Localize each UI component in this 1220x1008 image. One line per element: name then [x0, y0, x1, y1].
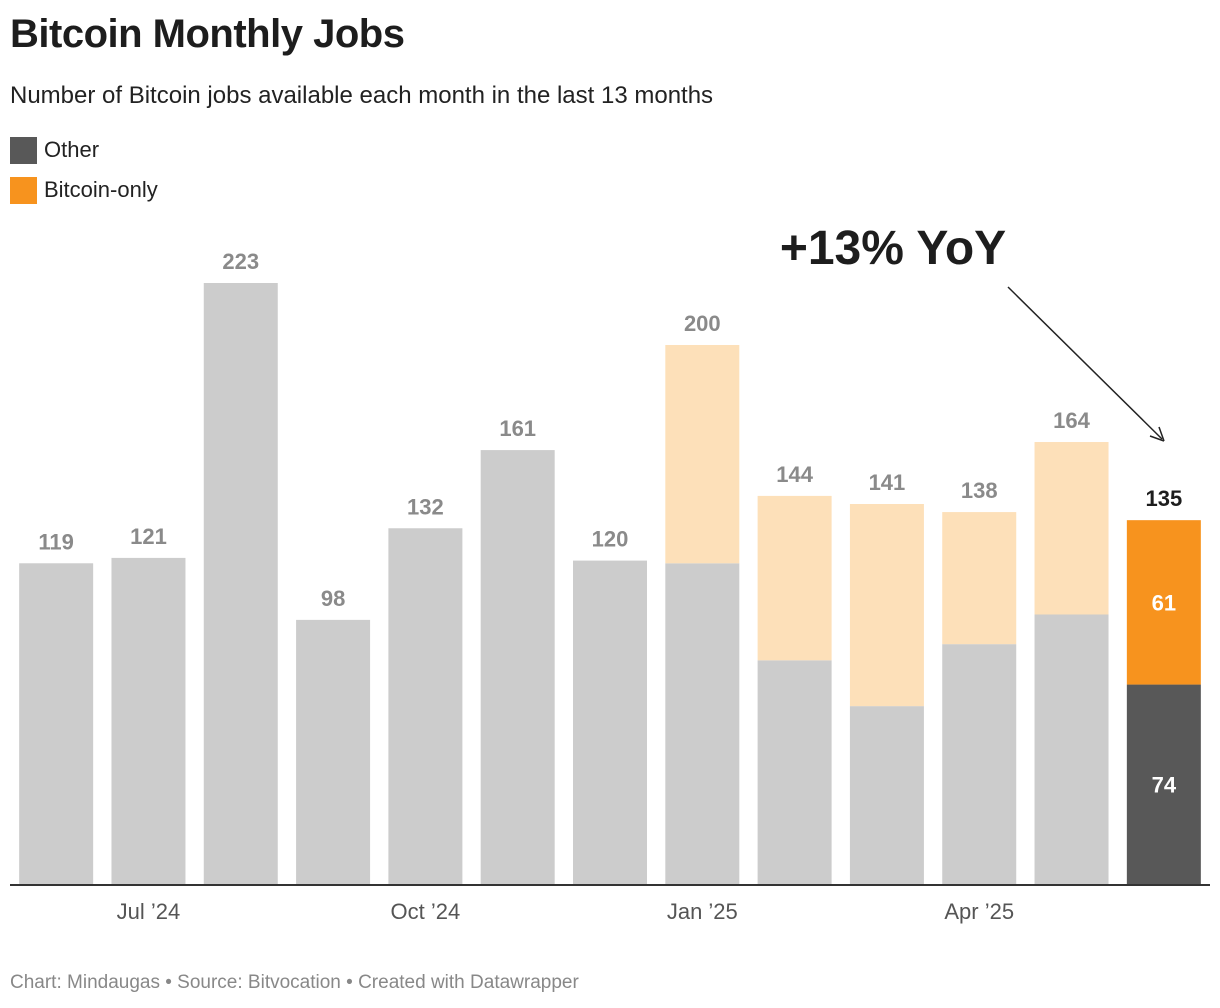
chart-subtitle: Number of Bitcoin jobs available each mo… — [10, 82, 714, 109]
bar-other-4 — [388, 528, 463, 884]
bar-other-0 — [19, 563, 94, 884]
bar-other-12 — [1126, 684, 1201, 884]
annotation-arrow-line — [1007, 286, 1163, 440]
annotation-text: +13% YoY — [780, 222, 1006, 275]
bar-other-11 — [1034, 614, 1109, 884]
total-label-6: 120 — [592, 527, 629, 552]
bar-other-2 — [203, 283, 278, 884]
bar-other-7 — [665, 563, 740, 884]
bar-bitcoin-only-11 — [1034, 442, 1109, 615]
legend-item-bitcoin-only: Bitcoin-only — [10, 174, 158, 206]
x-tick-label-1: Jul ’24 — [117, 899, 181, 924]
bar-bitcoin-only-8 — [757, 495, 832, 661]
legend-swatch-other — [10, 136, 37, 164]
bar-other-3 — [296, 619, 371, 884]
total-label-4: 132 — [407, 494, 444, 519]
legend-item-other: Other — [10, 134, 158, 166]
total-label-7: 200 — [684, 311, 721, 336]
legend-label-bitcoin-only: Bitcoin-only — [44, 177, 158, 202]
bar-other-6 — [573, 560, 647, 884]
legend-swatch-bitcoin-only — [10, 176, 37, 204]
legend: Other Bitcoin-only — [10, 134, 158, 214]
bar-other-10 — [942, 644, 1017, 884]
total-label-1: 121 — [130, 524, 167, 549]
bar-bitcoin-only-10 — [942, 512, 1017, 645]
total-label-10: 138 — [961, 478, 998, 503]
x-tick-label-4: Oct ’24 — [391, 899, 461, 924]
segment-label-other-12: 74 — [1152, 772, 1177, 797]
chart-title: Bitcoin Monthly Jobs — [10, 12, 405, 56]
bar-other-8 — [757, 660, 832, 884]
bar-other-5 — [480, 450, 555, 884]
total-label-8: 144 — [776, 462, 813, 487]
segment-label-bitcoin-only-12: 61 — [1152, 590, 1176, 615]
x-tick-label-7: Jan ’25 — [667, 899, 738, 924]
total-label-5: 161 — [499, 416, 536, 441]
total-label-9: 141 — [869, 470, 906, 495]
bar-other-9 — [849, 706, 924, 884]
total-label-3: 98 — [321, 586, 345, 611]
bar-bitcoin-only-9 — [849, 503, 924, 707]
chart-footer: Chart: Mindaugas • Source: Bitvocation •… — [10, 972, 579, 993]
total-label-2: 223 — [222, 249, 259, 274]
bar-bitcoin-only-12 — [1126, 520, 1201, 685]
annotation-arrowhead — [1149, 426, 1165, 442]
bar-bitcoin-only-7 — [665, 344, 740, 564]
total-label-0: 119 — [38, 529, 74, 554]
x-tick-label-10: Apr ’25 — [944, 899, 1014, 924]
legend-label-other: Other — [44, 137, 100, 162]
bar-other-1 — [111, 557, 186, 884]
total-label-11: 164 — [1053, 408, 1090, 433]
total-label-12: 135 — [1145, 486, 1182, 511]
